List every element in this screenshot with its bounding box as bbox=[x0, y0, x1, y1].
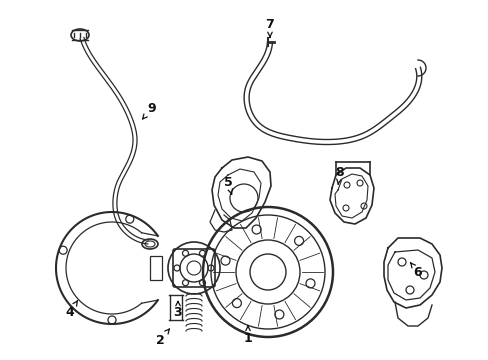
Text: 6: 6 bbox=[410, 263, 422, 279]
Text: 8: 8 bbox=[335, 166, 344, 184]
Text: 9: 9 bbox=[142, 102, 156, 119]
Bar bbox=[150, 256, 162, 280]
Text: 4: 4 bbox=[65, 300, 78, 319]
Text: 1: 1 bbox=[243, 326, 252, 345]
Text: 7: 7 bbox=[265, 18, 274, 37]
Text: 5: 5 bbox=[223, 175, 232, 194]
Text: 3: 3 bbox=[173, 301, 182, 319]
Text: 2: 2 bbox=[155, 329, 169, 346]
